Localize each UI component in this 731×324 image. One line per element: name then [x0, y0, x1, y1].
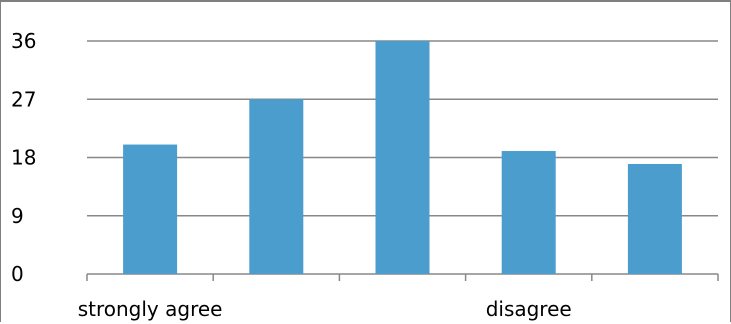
bar — [249, 99, 304, 274]
y-tick-label: 18 — [11, 146, 36, 170]
bar — [375, 41, 430, 274]
y-tick-label: 36 — [11, 29, 36, 53]
bar — [627, 163, 682, 274]
bar — [123, 144, 178, 274]
y-tick-label: 27 — [11, 87, 36, 111]
bar — [501, 151, 556, 274]
y-tick-label: 0 — [11, 262, 24, 286]
y-tick-label: 9 — [11, 204, 24, 228]
x-category-label: strongly agree — [78, 297, 223, 321]
x-category-label: disagree — [486, 297, 572, 321]
